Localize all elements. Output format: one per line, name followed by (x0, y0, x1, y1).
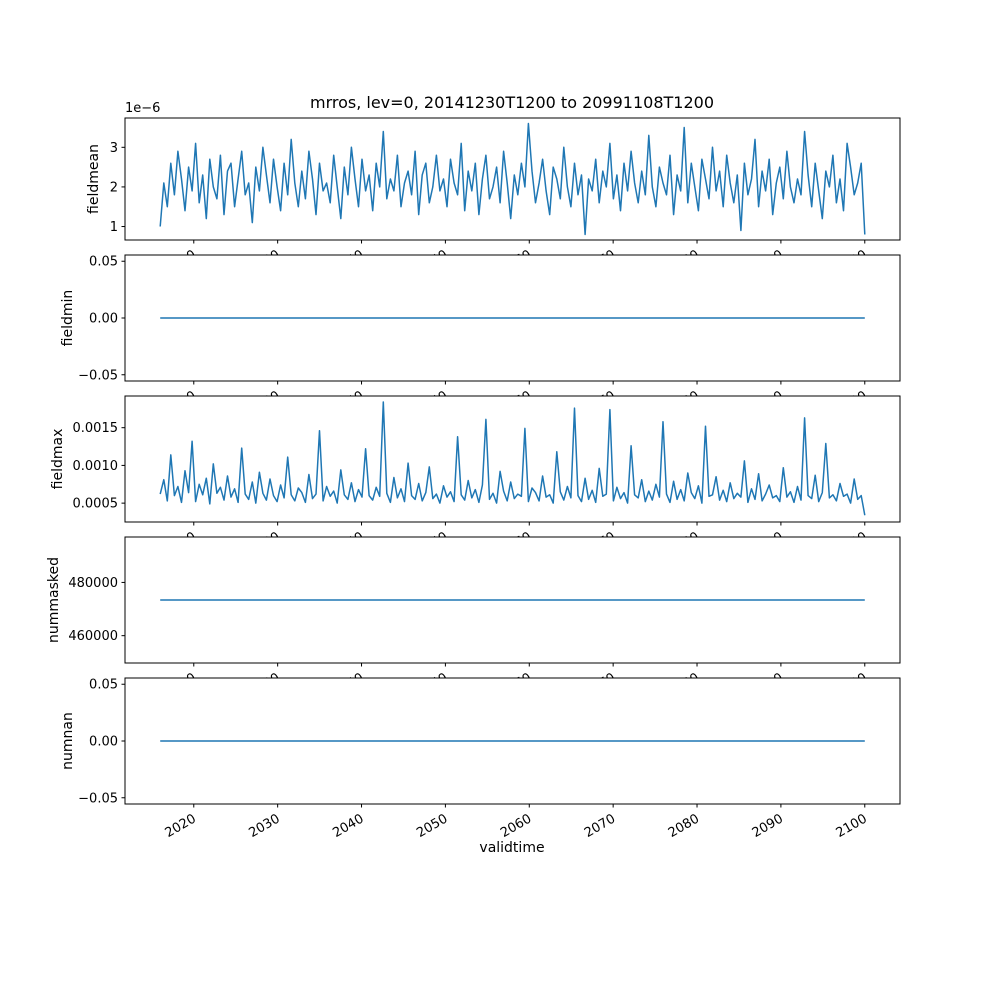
x-tick-label: 2020 (163, 811, 199, 841)
y-tick-label: 0.05 (89, 678, 118, 693)
x-tick-label: 2080 (666, 811, 702, 841)
y-tick-label: 1 (110, 220, 118, 235)
subplot-numnan: −0.05 0.00 0.05 2020 2030 2040 2050 2060 2070 208… (78, 677, 901, 841)
y-axis-label-fieldmean: fieldmean (86, 144, 102, 214)
x-tick-label: 2090 (750, 811, 786, 841)
y-axis-label-fieldmax: fieldmax (50, 429, 66, 490)
x-tick-label: 2100 (834, 811, 870, 841)
subplot-fieldmin: −0.050.000.05202020302040205020602070208… (78, 254, 901, 418)
x-tick-label: 2070 (582, 811, 618, 841)
y-tick-label: 460000 (68, 629, 118, 644)
y-tick-label: 3 (110, 141, 118, 156)
y-axis-label-nummasked: nummasked (46, 557, 62, 643)
y-axis-label-fieldmin: fieldmin (60, 290, 76, 347)
subplot-fieldmax: 0.00050.00100.00152020203020402050206020… (73, 395, 901, 559)
x-tick-label: 2060 (498, 811, 534, 841)
chart-title: mrros, lev=0, 20141230T1200 to 20991108T… (310, 93, 714, 112)
y-tick-label: 0.00 (89, 735, 118, 750)
y-tick-label: 0.00 (89, 312, 118, 327)
x-tick-label: 2040 (330, 811, 366, 841)
y-tick-label: 2 (110, 180, 118, 195)
y-tick-label: 480000 (68, 576, 118, 591)
y-tick-label: 0.05 (89, 255, 118, 270)
x-tick-label: 2050 (414, 811, 450, 841)
subplot-fieldmean: 123202020302040205020602070208020902100 (110, 117, 901, 277)
y-axis-label-numnan: numnan (60, 712, 76, 770)
x-axis-label: validtime (479, 840, 544, 856)
axes-frame-fieldmax (124, 395, 901, 523)
subplot-nummasked: 4600004800002020203020402050206020702080… (68, 536, 901, 700)
x-tick-label: 2030 (246, 811, 282, 841)
axes-frame-fieldmean (124, 117, 901, 241)
series-line-fieldmax (159, 401, 866, 516)
y-tick-label: −0.05 (78, 791, 118, 806)
y-tick-label: 0.0010 (73, 459, 119, 474)
series-line-fieldmean (159, 122, 866, 236)
offset-text: 1e−6 (125, 101, 160, 116)
y-tick-label: 0.0005 (73, 497, 119, 512)
y-tick-label: 0.0015 (73, 421, 119, 436)
y-tick-label: −0.05 (78, 368, 118, 383)
